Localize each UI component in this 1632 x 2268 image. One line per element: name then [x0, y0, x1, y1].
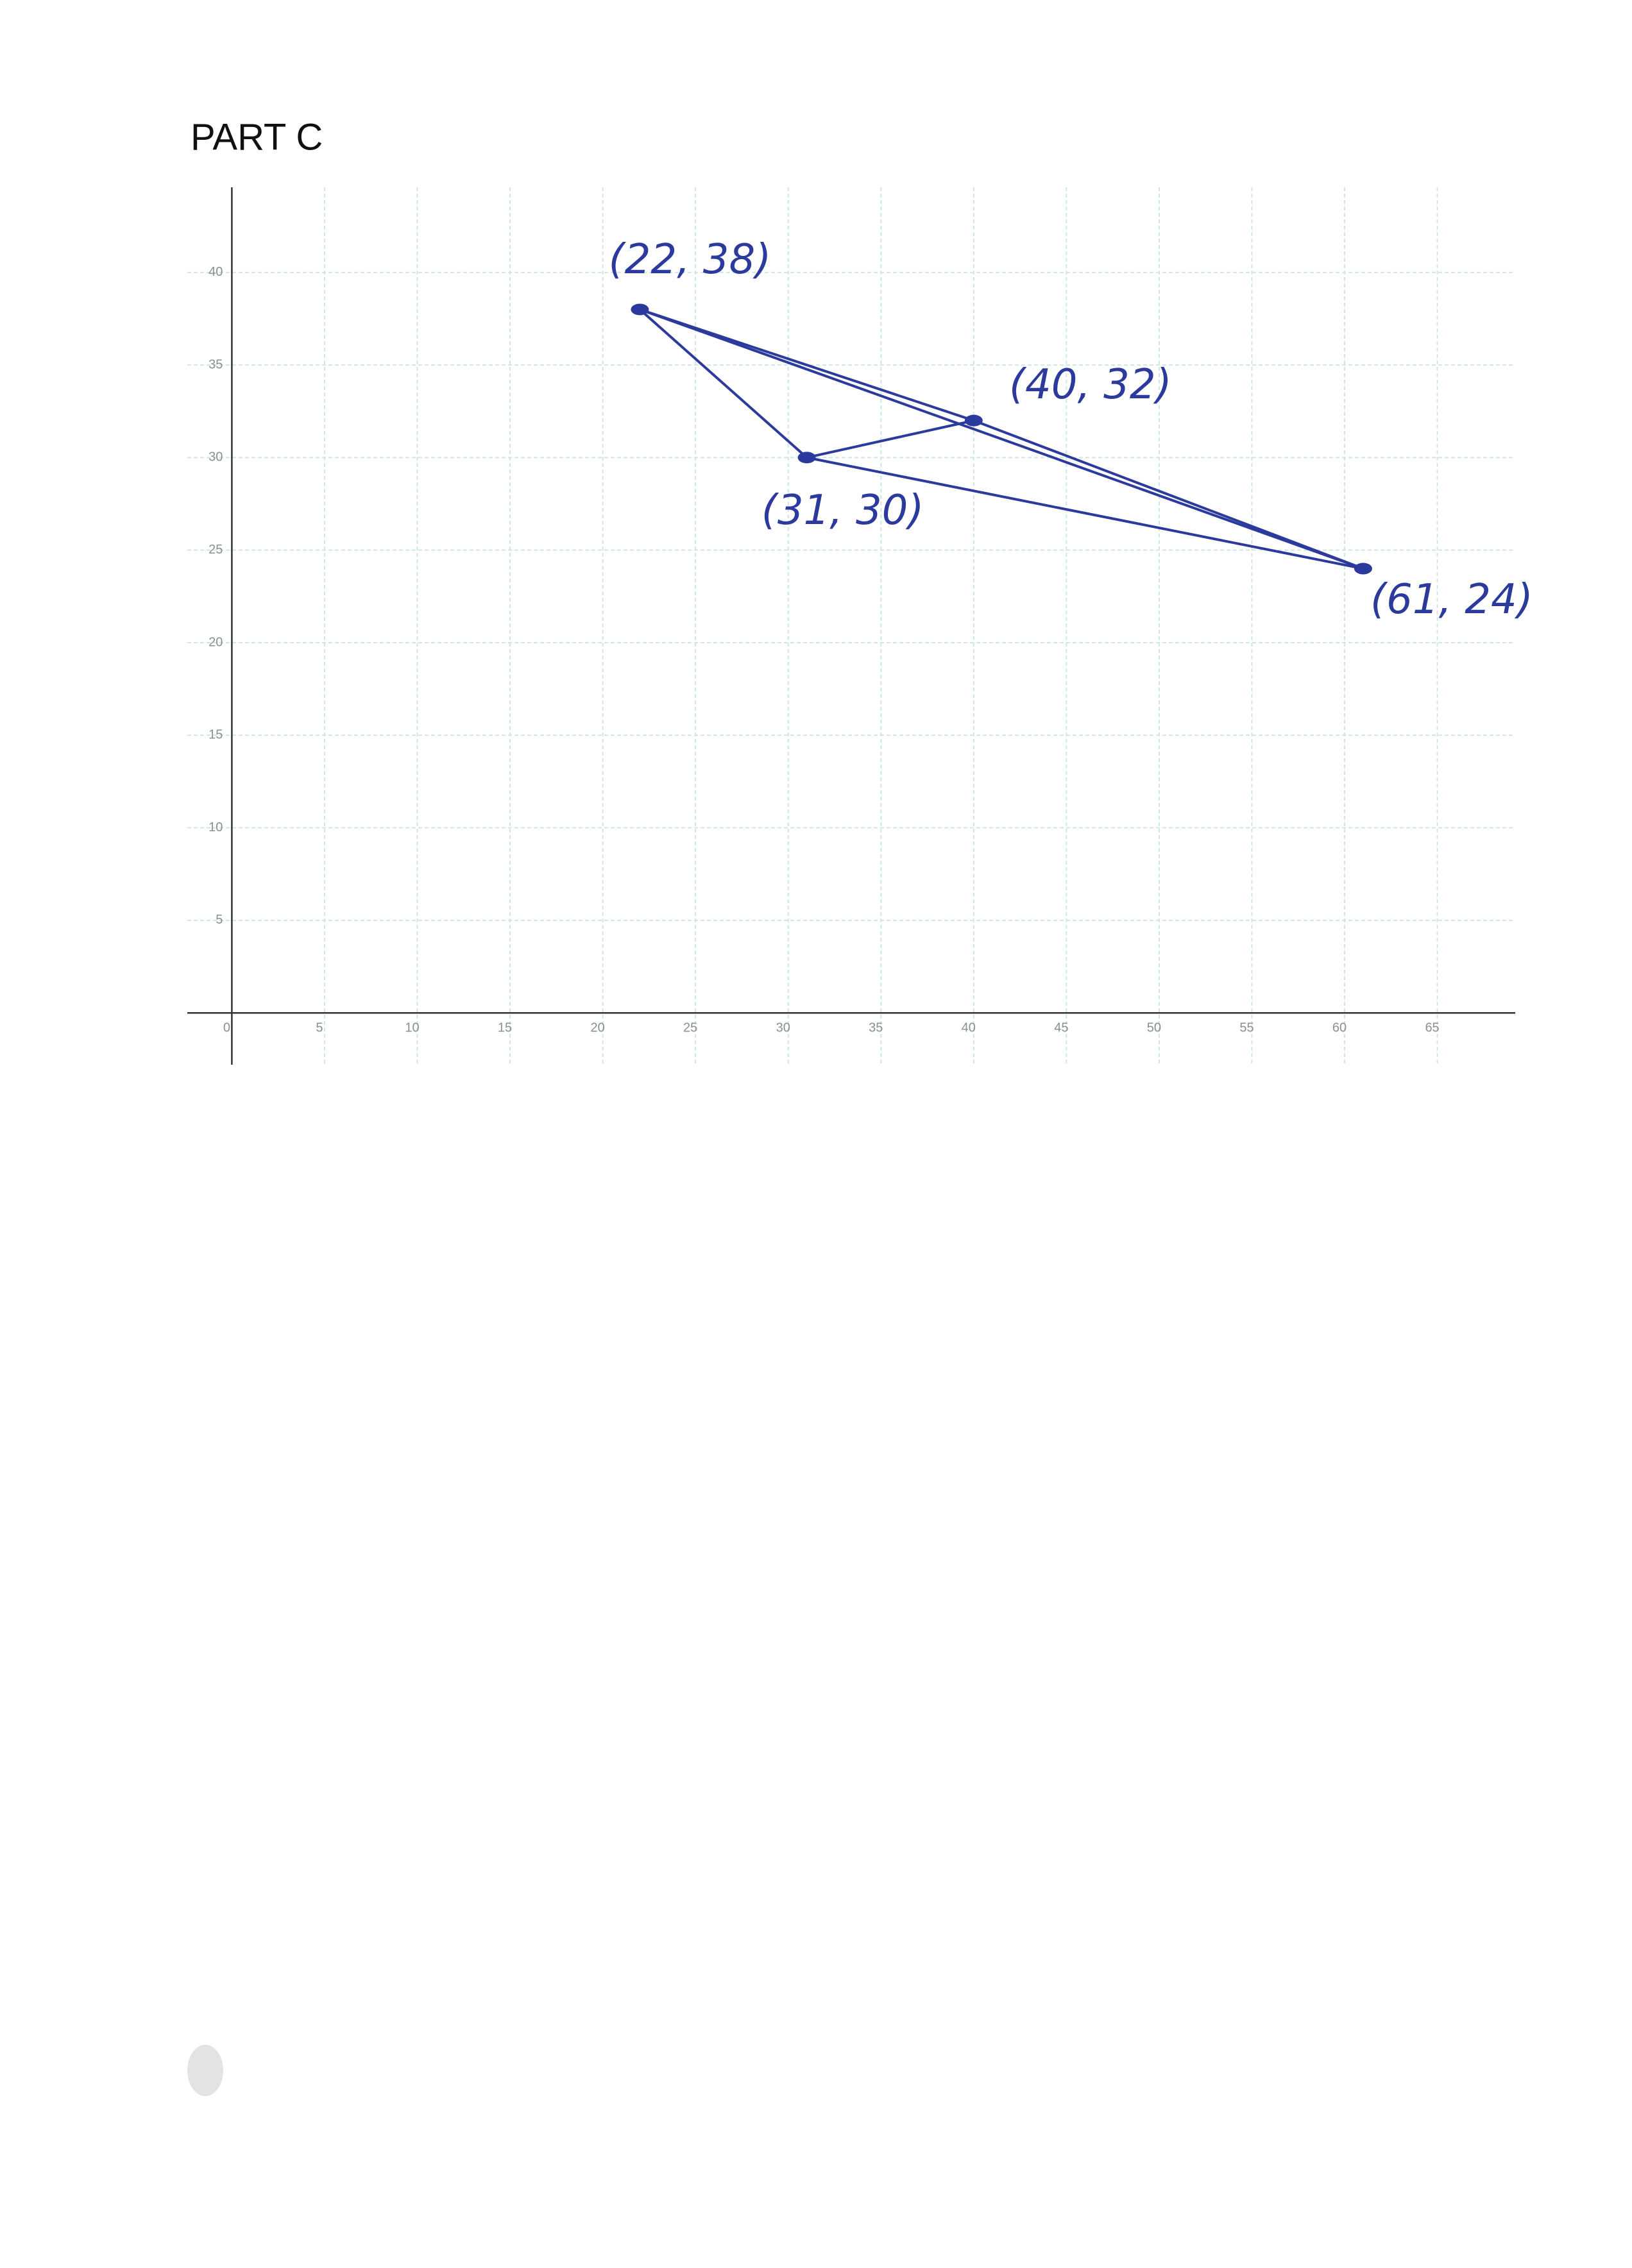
chart: 0 5 10 15 20 25 30 35 40 45 50 55 60 65 5 10 15 20 25 30 35 4…: [187, 187, 1533, 1065]
x-tick-label: 40: [962, 1020, 976, 1035]
hand-drawn-line: [806, 456, 1364, 570]
y-tick-label: 35: [208, 357, 223, 371]
point: [797, 452, 816, 464]
x-tick-label: 5: [316, 1020, 323, 1035]
hand-drawn-line: [639, 308, 1364, 570]
point-label: (31, 30): [761, 487, 924, 534]
x-tick-label: 60: [1332, 1020, 1347, 1035]
x-tick-label: 55: [1239, 1020, 1254, 1035]
hand-drawn-line: [639, 308, 974, 422]
page-title: PART C: [191, 116, 323, 158]
x-tick-label: 50: [1147, 1020, 1161, 1035]
y-tick-label: 25: [208, 543, 223, 557]
point-label: (61, 24): [1370, 576, 1533, 623]
x-tick-label: 65: [1425, 1020, 1439, 1035]
y-tick-label: 15: [208, 728, 223, 742]
hand-drawn-line: [973, 419, 1364, 570]
hand-drawn-line: [639, 308, 808, 459]
point-label: (22, 38): [609, 236, 772, 284]
x-tick-label: 45: [1054, 1020, 1068, 1035]
x-tick-label: 15: [498, 1020, 512, 1035]
x-tick-label: 30: [776, 1020, 790, 1035]
y-tick-label: 30: [208, 450, 223, 464]
point-label: (40, 32): [1009, 361, 1172, 409]
y-tick-label: 5: [216, 913, 223, 927]
point: [964, 414, 983, 427]
y-tick-label: 40: [208, 265, 223, 279]
y-tick-label: 10: [208, 820, 223, 834]
smudge: [187, 2045, 223, 2096]
x-tick-label: 0: [223, 1020, 230, 1035]
x-tick-label: 35: [869, 1020, 883, 1035]
x-tick-label: 10: [405, 1020, 419, 1035]
point: [1354, 563, 1372, 575]
x-tick-label: 25: [683, 1020, 697, 1035]
y-tick-label: 20: [208, 635, 223, 649]
hand-drawn-line: [806, 419, 974, 459]
point: [631, 303, 649, 316]
x-tick-label: 20: [590, 1020, 604, 1035]
